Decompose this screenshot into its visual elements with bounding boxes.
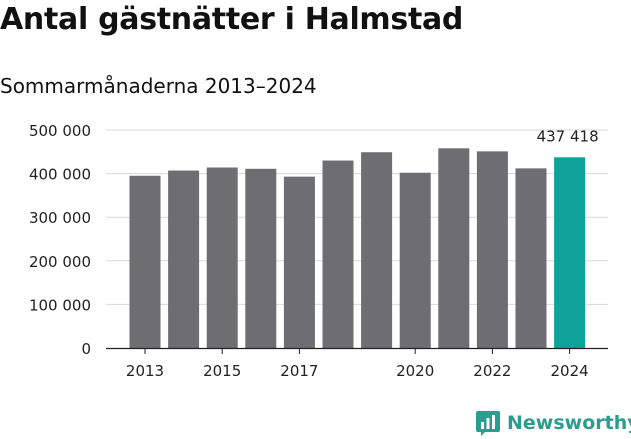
x-tick-label: 2015 (203, 362, 241, 380)
bar-2016 (245, 168, 277, 348)
bar-2019 (361, 152, 393, 348)
data-label-2024: 437 418 (537, 127, 599, 145)
bar-2021 (438, 148, 470, 348)
y-tick-label: 300 000 (29, 209, 91, 227)
y-tick-label: 200 000 (29, 253, 91, 271)
chart-subtitle: Sommarmånaderna 2013–2024 (0, 74, 317, 98)
y-tick-label: 100 000 (29, 296, 91, 314)
x-tick-label: 2024 (551, 362, 589, 380)
bar-2023 (515, 168, 547, 348)
newsworthy-logo: Newsworthy (475, 408, 631, 438)
y-tick-label: 0 (81, 340, 91, 358)
bar-2018 (322, 160, 354, 348)
newsworthy-chart-icon (476, 411, 500, 436)
chart-title: Antal gästnätter i Halmstad (0, 2, 464, 37)
bar-2015 (206, 167, 238, 348)
y-tick-label: 500 000 (29, 122, 91, 140)
x-tick-label: 2013 (126, 362, 164, 380)
newsworthy-wordmark: Newsworthy (507, 412, 631, 434)
bar-2022 (476, 151, 508, 348)
x-tick-label: 2020 (396, 362, 434, 380)
bar-2020 (399, 172, 431, 348)
bar-chart: 0 100 000 200 000 300 000 400 000 500 000 2013… (29, 122, 608, 380)
y-tick-label: 400 000 (29, 166, 91, 184)
x-tick-label: 2022 (473, 362, 511, 380)
bar-2013 (129, 175, 161, 348)
bar-2024 (554, 157, 586, 348)
bar-2014 (168, 170, 200, 348)
bar-2017 (283, 176, 315, 348)
x-tick-label: 2017 (280, 362, 318, 380)
